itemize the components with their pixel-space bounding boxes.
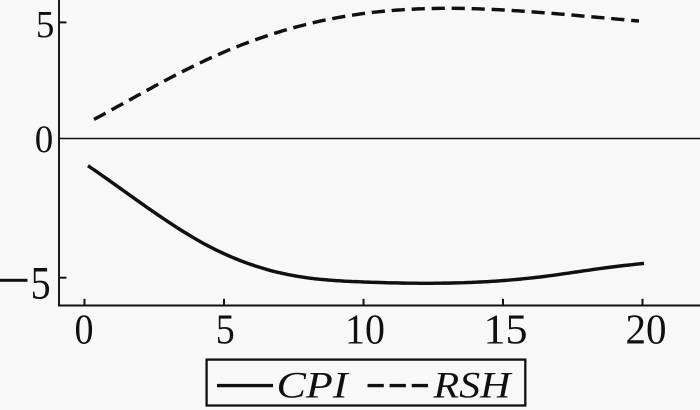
svg-text:5: 5 — [36, 5, 55, 46]
svg-text:0: 0 — [75, 306, 94, 353]
svg-text:10: 10 — [345, 305, 385, 352]
svg-text:CPI: CPI — [277, 365, 351, 406]
svg-text:5: 5 — [216, 306, 235, 353]
svg-text:0: 0 — [35, 118, 53, 161]
svg-text:20: 20 — [625, 307, 666, 354]
svg-text:15: 15 — [483, 307, 527, 353]
svg-text:RSH: RSH — [432, 365, 513, 406]
svg-text:5: 5 — [31, 257, 51, 309]
